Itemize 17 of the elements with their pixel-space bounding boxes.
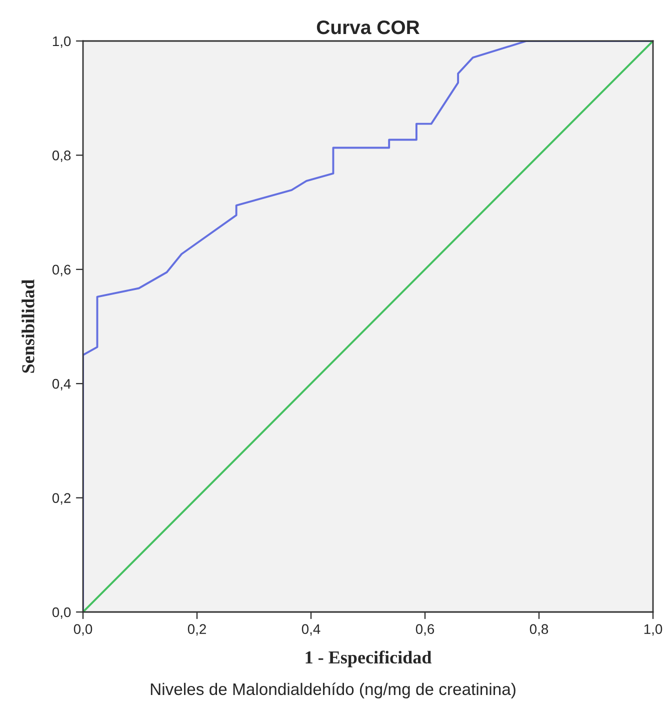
y-tick-label: 0,8 — [52, 150, 71, 162]
x-tick-label: 0,2 — [188, 624, 206, 636]
x-tick-label: 0,8 — [530, 624, 548, 636]
text: Niveles de Malondialdehído (ng/mg de creatinina) — [150, 682, 516, 698]
y-tick-label: 0,0 — [52, 607, 71, 619]
y-axis-title: Sensibilidad — [22, 280, 34, 373]
y-tick-label: 0,4 — [52, 378, 71, 390]
x-axis-title: 1 - Especificidad — [306, 650, 432, 668]
x-tick-label: 0,6 — [416, 624, 434, 636]
x-tick-label: 0,4 — [302, 624, 320, 636]
x-tick-label: 0,0 — [74, 624, 92, 636]
x-tick-label: 1,0 — [644, 624, 662, 636]
line-series — [83, 41, 653, 612]
y-tick-label: 0,6 — [52, 264, 71, 276]
y-tick-label: 1,0 — [52, 36, 71, 48]
chart-title: Curva COR — [316, 20, 420, 34]
y-tick-label: 0,2 — [52, 493, 70, 505]
